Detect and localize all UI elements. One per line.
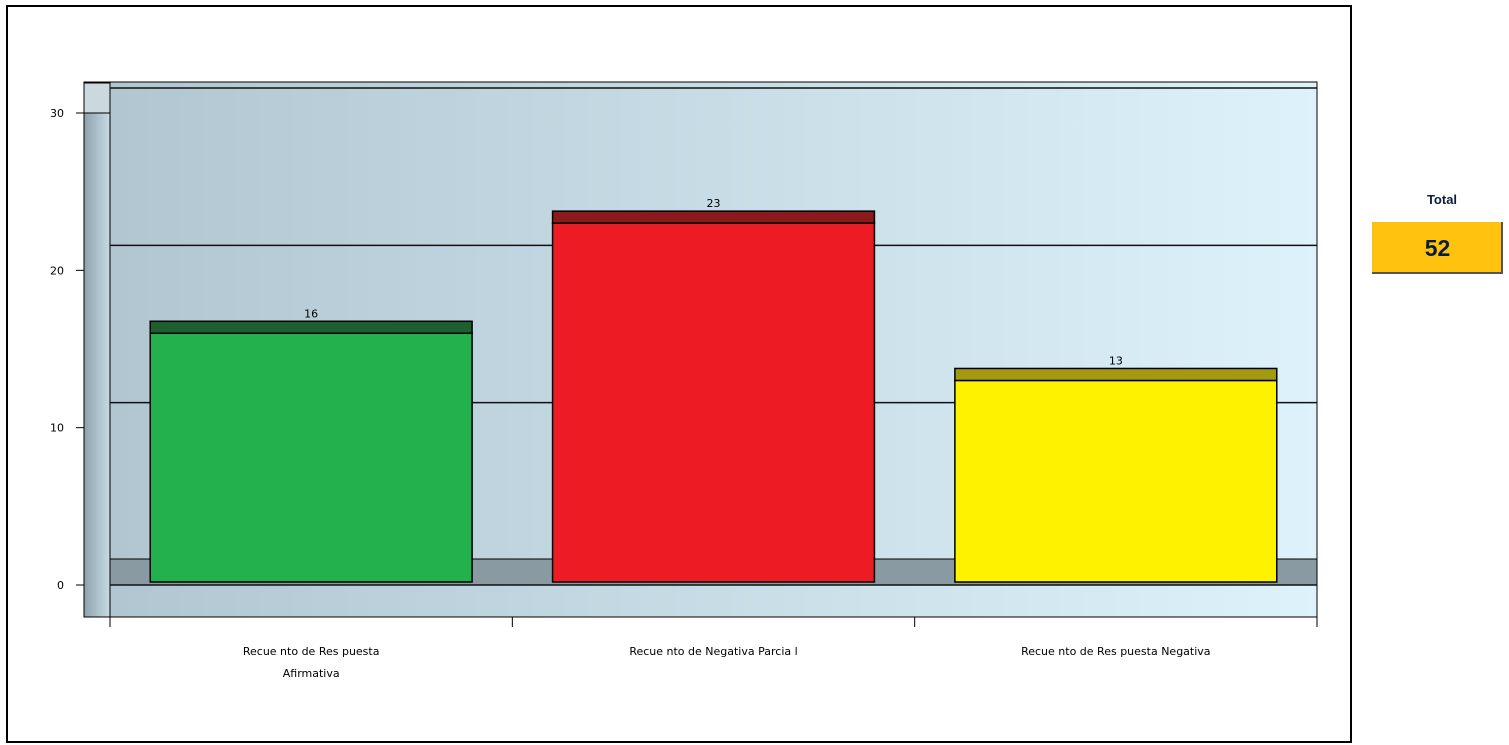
category-label: Afirmativa (283, 667, 340, 680)
y-tick-label: 10 (50, 422, 64, 435)
bar-chart: 0 10 20 30 16 Recue nto de Res puesta Afirmati… (50, 81, 1318, 680)
data-label: 16 (304, 307, 318, 320)
total-box (1372, 222, 1503, 274)
category-label: Recue nto de Res puesta (243, 645, 380, 658)
y-tick-label: 20 (50, 264, 64, 277)
category-label: Recue nto de Negativa Parcia l (629, 645, 797, 658)
bar (551, 222, 876, 583)
total-value: 52 (1424, 234, 1451, 261)
bar-cap (149, 320, 473, 335)
total-value-box: 52 (1372, 222, 1503, 274)
data-label: 23 (707, 197, 721, 210)
wall-corner (83, 82, 111, 114)
data-label: 13 (1109, 354, 1123, 367)
bar (954, 379, 1278, 583)
bar-cap (551, 210, 876, 224)
bar-cap (954, 367, 1278, 382)
total-label: Total (1426, 192, 1458, 207)
chart-frame: 0 10 20 30 16 Recue nto de Res puesta Afirmati… (6, 5, 1352, 743)
bar (149, 332, 473, 583)
category-label: Recue nto de Res puesta Negativa (1021, 645, 1210, 658)
y-tick-label: 0 (57, 579, 64, 592)
side-wall (83, 81, 111, 618)
y-tick-label: 30 (50, 107, 64, 120)
